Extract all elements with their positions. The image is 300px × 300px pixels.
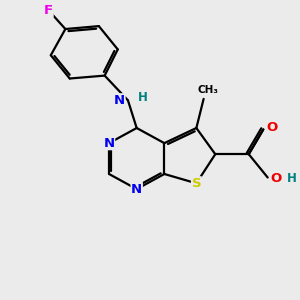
Text: O: O [266, 122, 278, 134]
Text: CH₃: CH₃ [197, 85, 218, 95]
Text: H: H [138, 91, 148, 104]
Text: F: F [44, 4, 53, 17]
Text: N: N [131, 183, 142, 196]
Text: N: N [103, 136, 115, 150]
Text: H: H [286, 172, 296, 185]
Text: N: N [114, 94, 125, 107]
Text: S: S [191, 177, 201, 190]
Text: O: O [271, 172, 282, 185]
